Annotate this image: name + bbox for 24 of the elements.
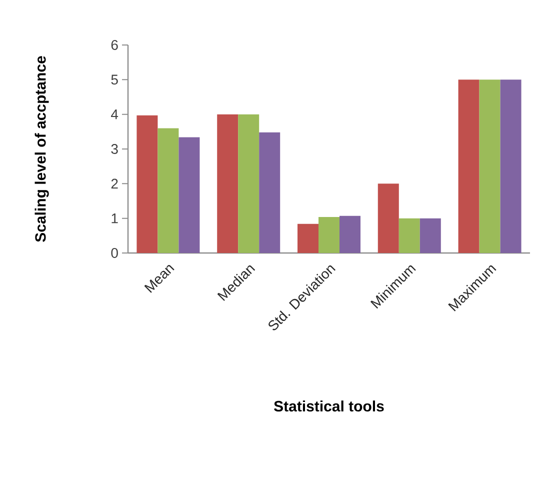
bar xyxy=(217,114,238,253)
bar xyxy=(297,224,318,253)
y-tick-label: 0 xyxy=(111,248,118,258)
bar xyxy=(479,80,500,253)
y-tick-label: 3 xyxy=(111,144,118,154)
bar xyxy=(420,218,441,253)
y-axis-title: Scaling level of accptance xyxy=(34,56,49,242)
bar xyxy=(178,137,200,253)
bar xyxy=(238,114,260,253)
y-tick-label: 4 xyxy=(111,110,118,120)
y-tick-label: 5 xyxy=(111,74,118,85)
bar xyxy=(378,184,399,253)
y-tick-label: 2 xyxy=(111,178,118,189)
bar xyxy=(398,218,420,253)
x-axis-title: Statistical tools xyxy=(274,400,384,412)
bar xyxy=(318,216,340,253)
bar xyxy=(500,80,522,253)
bar xyxy=(158,128,179,253)
bar xyxy=(458,80,480,253)
bar xyxy=(339,216,360,253)
y-tick-label: 1 xyxy=(112,214,118,224)
y-tick-label: 6 xyxy=(111,40,118,50)
bar xyxy=(259,132,280,253)
bar xyxy=(136,115,158,253)
